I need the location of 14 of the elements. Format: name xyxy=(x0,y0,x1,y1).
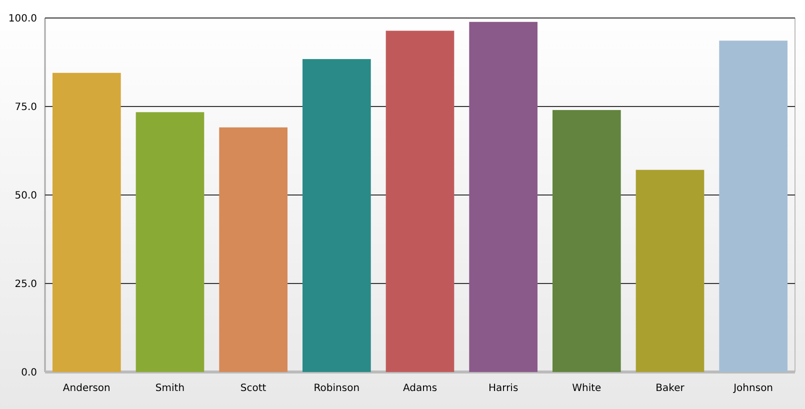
y-tick-label: 100.0 xyxy=(8,14,37,24)
x-tick-label: Adams xyxy=(402,383,438,394)
x-tick-label: Scott xyxy=(240,383,266,394)
x-tick-label: Robinson xyxy=(314,383,360,394)
x-tick-label: White xyxy=(572,383,602,394)
x-tick-label: Baker xyxy=(656,383,686,394)
y-tick-label: 0.0 xyxy=(21,368,37,378)
x-tick-label: Harris xyxy=(488,383,518,394)
x-tick-label: Smith xyxy=(155,383,185,394)
y-tick-label: 25.0 xyxy=(14,279,37,290)
y-tick-label: 50.0 xyxy=(14,190,37,202)
x-tick-label: Johnson xyxy=(732,383,774,394)
y-tick-label: 75.0 xyxy=(14,102,37,113)
x-tick-label: Anderson xyxy=(62,383,110,394)
